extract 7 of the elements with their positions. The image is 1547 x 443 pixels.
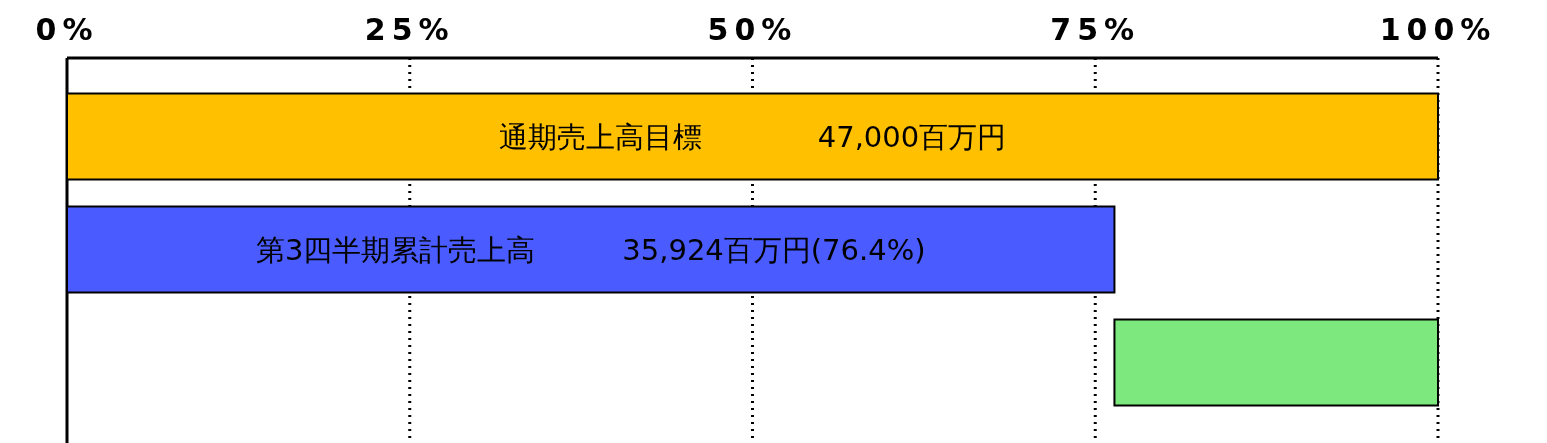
x-tick-label: 75%	[1050, 12, 1141, 47]
x-tick-label: 100%	[1379, 12, 1497, 47]
data-label: 第3四半期累計売上高 35,924百万円(76.4%)	[255, 232, 926, 267]
x-tick-label: 25%	[364, 12, 455, 47]
x-tick-label: 50%	[707, 12, 798, 47]
x-tick-label: 0%	[35, 12, 99, 47]
data-label: 通期売上高目標 47,000百万円	[498, 119, 1007, 154]
